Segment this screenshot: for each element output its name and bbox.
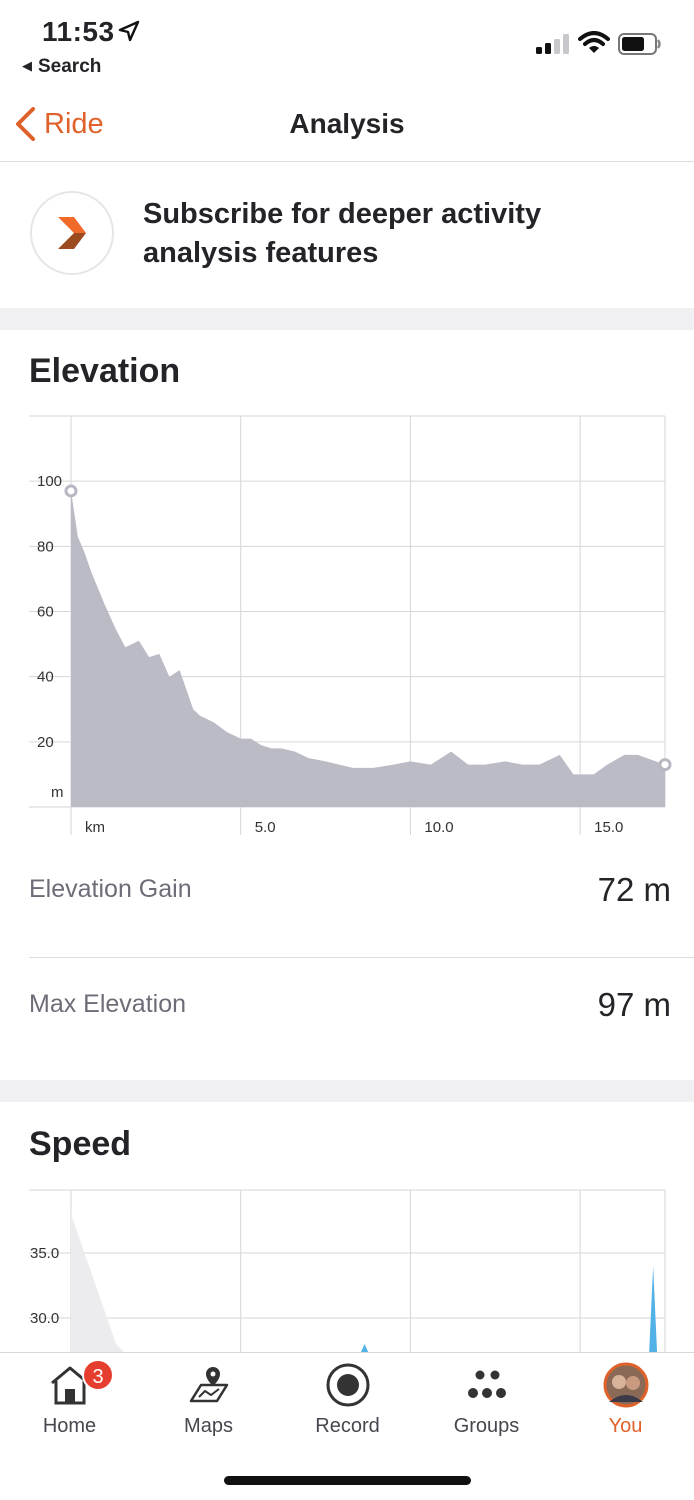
- cellular-signal-icon: [536, 34, 569, 54]
- stat-label: Elevation Gain: [29, 875, 192, 903]
- y-unit-label: m: [51, 784, 64, 801]
- y-tick-label: 20: [37, 734, 54, 751]
- back-label: Ride: [44, 107, 104, 140]
- start-marker: [64, 484, 78, 498]
- chevron-left-icon: [16, 107, 35, 141]
- nav-header: Ride Analysis: [0, 92, 694, 162]
- section-gap: [0, 1080, 694, 1102]
- x-unit-label: km: [85, 819, 105, 836]
- y-tick-label: 35.0: [30, 1245, 59, 1262]
- speed-peak: [360, 1344, 369, 1353]
- max-elevation-row: Max Elevation 97 m: [29, 960, 671, 1074]
- back-button[interactable]: Ride: [14, 104, 104, 144]
- tab-bar: 3 Home Maps Record: [0, 1352, 694, 1500]
- back-app-label: Search: [38, 56, 102, 77]
- chart-grid: [29, 1189, 666, 1353]
- end-marker: [658, 758, 672, 772]
- tab-you[interactable]: You: [556, 1353, 694, 1453]
- elevation-chart: 100 80 60 40 20 m km 5.0 10.0 15.0: [29, 415, 672, 836]
- battery-icon: [618, 33, 661, 55]
- home-indicator: [224, 1476, 471, 1485]
- groups-icon: [467, 1370, 506, 1398]
- subscribe-banner[interactable]: Subscribe for deeper activity analysis f…: [0, 163, 694, 308]
- elevation-title: Elevation: [29, 352, 181, 390]
- home-icon: [50, 1366, 89, 1405]
- avatar: [603, 1362, 648, 1408]
- status-bar: 11:53 ◀ Search: [0, 0, 694, 90]
- elevation-gain-row: Elevation Gain 72 m: [29, 845, 671, 959]
- speed-background-area: [71, 1214, 125, 1353]
- back-triangle-icon: ◀: [22, 58, 32, 73]
- speed-chart: 35.0 30.0: [29, 1189, 666, 1353]
- y-tick-label: 30.0: [30, 1310, 59, 1327]
- x-tick-label: 10.0: [424, 819, 453, 836]
- tab-label: Record: [315, 1415, 380, 1437]
- stat-label: Max Elevation: [29, 990, 187, 1018]
- location-arrow-icon: [118, 20, 140, 42]
- elevation-area: [71, 490, 665, 807]
- map-pin-icon: [189, 1367, 228, 1403]
- tab-label: Home: [42, 1415, 97, 1437]
- tab-label: Groups: [453, 1415, 520, 1437]
- page-title: Analysis: [289, 108, 405, 139]
- speed-peak: [649, 1266, 658, 1353]
- tab-groups[interactable]: Groups: [417, 1353, 556, 1453]
- x-tick-label: 5.0: [255, 819, 276, 836]
- back-to-app-link[interactable]: ◀ Search: [22, 56, 101, 78]
- clock: 11:53: [42, 16, 115, 47]
- speed-peaks: [360, 1266, 658, 1353]
- record-icon: [326, 1363, 369, 1407]
- x-tick-label: 15.0: [594, 819, 623, 836]
- y-tick-label: 100: [37, 473, 62, 490]
- x-axis-labels: km 5.0 10.0 15.0: [85, 819, 623, 836]
- wifi-icon: [578, 31, 610, 53]
- tab-maps[interactable]: Maps: [139, 1353, 278, 1453]
- y-tick-label: 40: [37, 669, 54, 686]
- tab-label: You: [608, 1415, 643, 1437]
- y-tick-label: 80: [37, 538, 54, 555]
- y-tick-label: 60: [37, 604, 54, 621]
- divider: [29, 957, 694, 958]
- subscription-logo-icon: [30, 191, 114, 275]
- section-gap: [0, 308, 694, 330]
- tab-record[interactable]: Record: [278, 1353, 417, 1453]
- tab-label: Maps: [184, 1415, 233, 1437]
- notification-badge: 3: [82, 1359, 114, 1391]
- stat-value: 97 m: [597, 986, 671, 1023]
- y-axis-labels: 100 80 60 40 20 m: [37, 473, 64, 801]
- stat-value: 72 m: [597, 871, 671, 908]
- subscribe-text: Subscribe for deeper activity analysis f…: [143, 198, 542, 269]
- y-axis-labels: 35.0 30.0: [30, 1245, 59, 1327]
- speed-title: Speed: [29, 1125, 132, 1163]
- tab-home[interactable]: 3 Home: [0, 1353, 139, 1453]
